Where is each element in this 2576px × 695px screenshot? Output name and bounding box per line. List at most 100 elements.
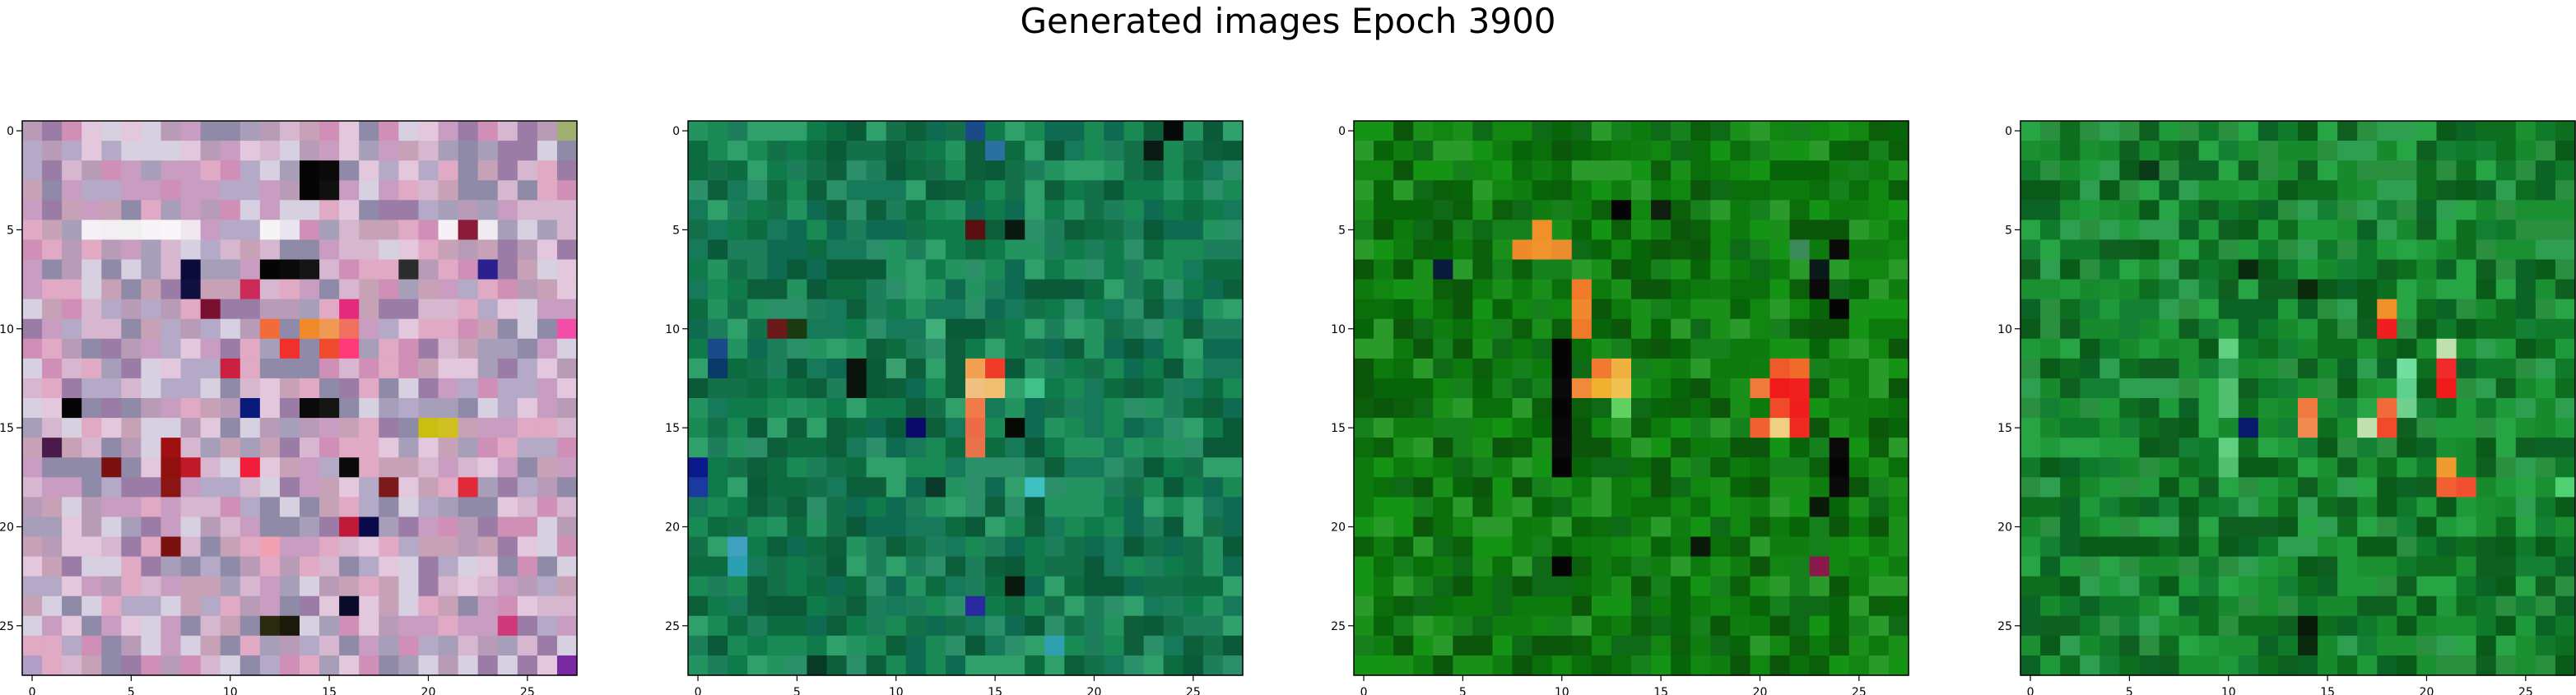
pixel xyxy=(1374,180,1394,201)
pixel xyxy=(260,141,281,161)
pixel xyxy=(62,557,82,577)
pixel xyxy=(2199,280,2220,300)
pixel xyxy=(2160,260,2180,280)
pixel xyxy=(2258,339,2279,359)
pixel xyxy=(985,577,1006,597)
pixel xyxy=(2416,280,2437,300)
pixel xyxy=(1493,457,1514,478)
pixel xyxy=(985,497,1006,517)
pixel xyxy=(965,141,986,161)
pixel xyxy=(121,319,142,340)
pixel xyxy=(886,398,907,419)
pixel xyxy=(2516,398,2536,419)
pixel xyxy=(1889,359,1909,379)
pixel xyxy=(1104,378,1125,399)
pixel xyxy=(2040,596,2061,617)
pixel xyxy=(1869,577,1890,597)
pixel xyxy=(260,457,281,478)
pixel xyxy=(1104,438,1125,458)
pixel xyxy=(2536,457,2556,478)
pixel xyxy=(101,557,122,577)
pixel xyxy=(300,319,320,340)
pixel xyxy=(708,438,728,458)
pixel xyxy=(1770,141,1791,161)
pixel xyxy=(688,398,709,419)
pixel xyxy=(985,418,1006,438)
pixel xyxy=(240,616,261,637)
pixel xyxy=(2099,616,2120,637)
pixel xyxy=(2397,537,2417,558)
pixel xyxy=(688,260,709,280)
pixel xyxy=(2099,319,2120,340)
pixel xyxy=(418,141,439,161)
pixel xyxy=(2099,280,2120,300)
pixel xyxy=(2516,537,2536,558)
pixel xyxy=(2080,121,2100,141)
pixel xyxy=(1044,398,1065,419)
pixel xyxy=(1651,239,1672,260)
pixel xyxy=(1144,220,1165,240)
pixel xyxy=(1084,517,1104,537)
pixel xyxy=(747,359,768,379)
pixel xyxy=(498,339,518,359)
pixel xyxy=(1223,200,1244,220)
pixel xyxy=(2496,359,2517,379)
pixel xyxy=(1084,596,1104,617)
pixel xyxy=(688,438,709,458)
pixel xyxy=(926,517,946,537)
pixel xyxy=(827,497,848,517)
pixel xyxy=(1849,339,1870,359)
pixel xyxy=(2457,299,2477,320)
pixel xyxy=(2219,656,2239,676)
pixel xyxy=(339,557,360,577)
pixel xyxy=(1084,220,1104,240)
pixel xyxy=(1203,477,1224,498)
pixel xyxy=(767,517,788,537)
pixel xyxy=(300,220,320,240)
pixel xyxy=(965,299,986,320)
pixel xyxy=(439,438,459,458)
pixel xyxy=(2179,141,2200,161)
pixel xyxy=(1889,378,1909,399)
pixel xyxy=(2179,537,2200,558)
pixel xyxy=(121,557,142,577)
pixel xyxy=(847,180,867,201)
pixel xyxy=(1710,319,1731,340)
pixel xyxy=(1513,339,1533,359)
pixel xyxy=(518,239,538,260)
pixel xyxy=(1532,160,1553,181)
pixel xyxy=(418,418,439,438)
pixel xyxy=(121,280,142,300)
pixel xyxy=(101,636,122,656)
pixel xyxy=(965,239,986,260)
pixel xyxy=(708,557,728,577)
pixel xyxy=(1183,319,1204,340)
pixel xyxy=(1374,398,1394,419)
pixel xyxy=(1830,577,1850,597)
pixel xyxy=(1453,239,1473,260)
pixel xyxy=(398,457,419,478)
pixel xyxy=(2179,180,2200,201)
pixel xyxy=(2199,220,2220,240)
pixel xyxy=(1730,477,1751,498)
pixel xyxy=(946,280,966,300)
pixel xyxy=(62,280,82,300)
pixel xyxy=(1044,636,1065,656)
pixel xyxy=(1044,299,1065,320)
pixel xyxy=(1869,398,1890,419)
pixel xyxy=(141,596,161,617)
pixel xyxy=(2437,299,2457,320)
pixel xyxy=(181,616,202,637)
pixel xyxy=(2060,239,2081,260)
pixel xyxy=(2278,537,2299,558)
pixel xyxy=(1413,517,1434,537)
pixel xyxy=(906,557,927,577)
pixel xyxy=(985,359,1006,379)
pixel xyxy=(1493,636,1514,656)
pixel xyxy=(2239,418,2259,438)
pixel xyxy=(1493,398,1514,419)
pixel xyxy=(1849,557,1870,577)
pixel xyxy=(1810,160,1830,181)
pixel xyxy=(1611,497,1632,517)
pixel xyxy=(280,418,300,438)
